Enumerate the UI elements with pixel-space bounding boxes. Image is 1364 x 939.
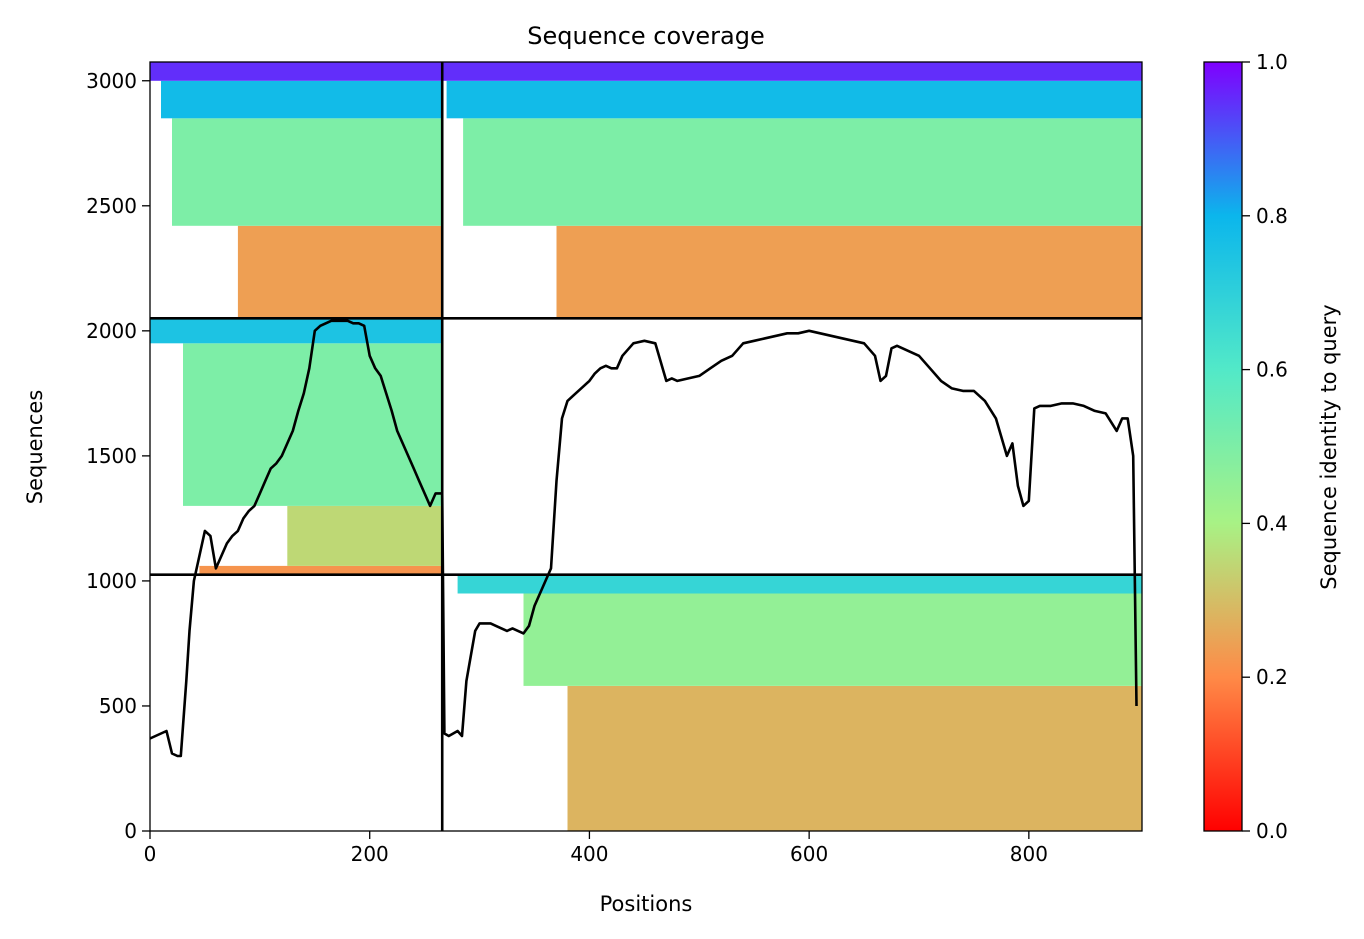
y-tick-label: 1000 [86,569,137,593]
identity-band [556,225,1142,319]
colorbar-tick-label: 0.8 [1256,204,1288,228]
y-tick-label: 2500 [86,194,137,218]
heatmap-layer [150,62,1142,831]
colorbar-tick-label: 0.2 [1256,665,1288,689]
y-tick-label: 3000 [86,69,137,93]
x-axis: 0 200 400 600 800 [144,831,1048,866]
colorbar: 0.0 0.2 0.4 0.6 0.8 1.0 Sequence identity to … [1203,50,1341,843]
x-tick-label: 600 [790,842,828,866]
colorbar-ticks: 0.0 0.2 0.4 0.6 0.8 1.0 [1242,50,1288,843]
x-axis-title: Positions [600,892,693,916]
y-tick-label: 1500 [86,444,137,468]
identity-band [150,318,443,344]
colorbar-tick-label: 0.4 [1256,511,1288,535]
plot-frame [149,61,1143,832]
identity-band [523,593,1142,686]
identity-band [172,118,443,226]
identity-band [457,574,1142,594]
x-tick-label: 400 [570,842,608,866]
heatmap-block [442,62,1142,319]
identity-band [463,118,1142,226]
plot-area [149,61,1143,832]
heatmap-block [150,318,443,575]
heatmap-block [150,62,443,319]
x-tick-label: 200 [351,842,389,866]
x-tick-label: 800 [1010,842,1048,866]
chart-title: Sequence coverage [527,22,764,50]
colorbar-tick-label: 0.0 [1256,819,1288,843]
identity-band [287,505,443,566]
colorbar-tick-label: 0.6 [1256,358,1288,382]
identity-band [446,80,1142,119]
colorbar-gradient [1203,61,1243,832]
x-tick-label: 0 [144,842,157,866]
identity-band [161,80,443,119]
identity-band [199,565,443,575]
identity-band [150,62,443,81]
y-axis: 0 500 1000 1500 2000 2500 3000 [86,69,150,843]
colorbar-title: Sequence identity to query [1317,304,1341,589]
identity-band [442,62,1142,81]
identity-band [237,225,443,319]
heatmap-block [457,574,1142,831]
coverage-line [150,319,1138,758]
y-tick-label: 0 [124,819,137,843]
colorbar-tick-label: 1.0 [1256,50,1288,74]
block-dividers [150,62,1142,831]
y-tick-label: 2000 [86,319,137,343]
y-axis-title: Sequences [23,390,47,505]
identity-band [183,343,443,506]
identity-band [567,686,1142,831]
y-tick-label: 500 [99,694,137,718]
